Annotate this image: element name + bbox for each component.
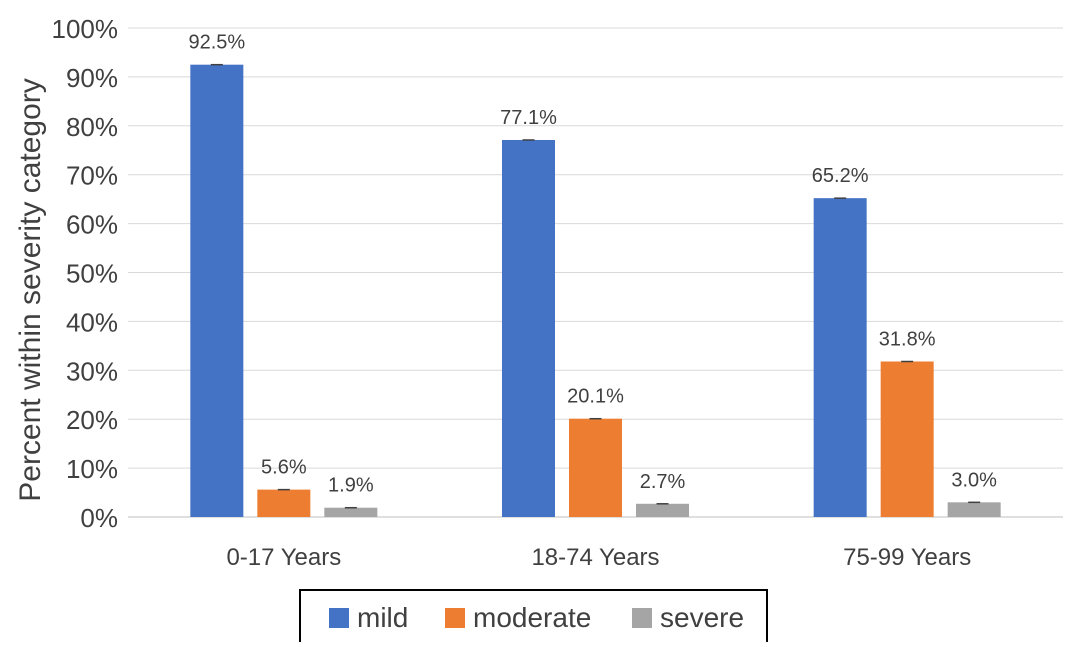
bar-mild (502, 139, 555, 517)
bars: 92.5% 5.6% 1.9% 77.1% 20.1% 2.7% 65.2% 31.8% 3.0… (188, 32, 1001, 518)
y-tick-label: 60% (66, 210, 118, 240)
legend-label-severe: severe (660, 602, 744, 633)
y-tick-label: 70% (66, 161, 118, 191)
y-axis-ticks: 0% 10% 20% 30% 40% 50% 60% 70% 80% 90% 100% (52, 14, 119, 533)
data-label: 5.6% (261, 457, 307, 479)
legend-box (299, 589, 768, 646)
data-label: 3.0% (951, 469, 997, 491)
legend: mild moderate severe (299, 589, 768, 646)
y-tick-label: 30% (66, 356, 118, 386)
y-tick-label: 80% (66, 112, 118, 142)
y-tick-label: 20% (66, 405, 118, 435)
y-tick-label: 10% (66, 454, 118, 484)
bar-moderate (880, 361, 934, 517)
bar-mild (190, 64, 244, 518)
legend-swatch-moderate (445, 608, 465, 628)
data-label: 77.1% (500, 107, 557, 129)
bar-severe (324, 507, 378, 517)
bar-moderate (257, 489, 311, 517)
x-tick-label: 18-74 Years (531, 544, 659, 571)
data-label: 2.7% (640, 471, 686, 493)
data-label: 92.5% (188, 32, 245, 54)
bar-severe (636, 503, 689, 517)
x-tick-label: 75-99 Years (843, 544, 971, 571)
x-tick-label: 0-17 Years (226, 544, 341, 571)
legend-label-moderate: moderate (473, 602, 591, 633)
y-tick-label: 90% (66, 63, 118, 93)
y-tick-label: 100% (52, 14, 119, 44)
bar-moderate (569, 418, 622, 517)
bar-mild (813, 198, 867, 517)
x-axis-ticks: 0-17 Years 18-74 Years 75-99 Years (226, 544, 971, 571)
legend-label-mild: mild (357, 602, 408, 633)
y-tick-label: 50% (66, 259, 118, 289)
data-label: 65.2% (812, 165, 869, 187)
y-tick-label: 0% (80, 503, 118, 533)
legend-swatch-severe (632, 608, 652, 628)
y-tick-label: 40% (66, 307, 118, 337)
gridlines (128, 27, 1063, 518)
legend-swatch-mild (329, 608, 349, 628)
bar-severe (947, 502, 1001, 517)
data-label: 20.1% (567, 386, 624, 408)
data-label: 1.9% (328, 475, 374, 497)
y-axis-title: Percent within severity category (14, 78, 47, 502)
data-label: 31.8% (879, 328, 936, 350)
